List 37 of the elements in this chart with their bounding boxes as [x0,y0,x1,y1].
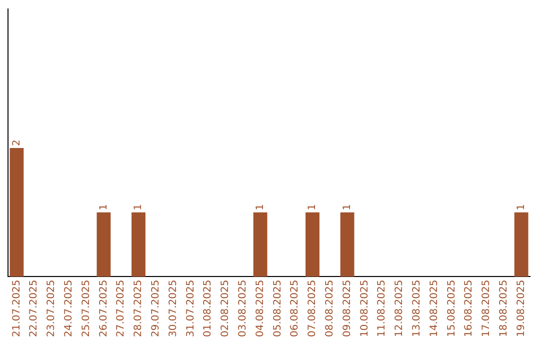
x-tick-label: 11.08.2025 [376,280,388,338]
data-label: 1 [516,204,527,210]
x-tick-label: 19.08.2025 [516,280,527,338]
data-label: 1 [307,204,318,210]
x-tick-label: 31.07.2025 [185,280,196,338]
x-tick-label: 24.07.2025 [63,280,74,338]
x-tick-label: 02.08.2025 [220,280,232,338]
x-tick-label: 13.08.2025 [411,280,422,338]
x-tick-label: 27.07.2025 [116,280,127,338]
x-tick-label: 25.07.2025 [80,280,92,338]
x-tick-label: 22.07.2025 [28,280,40,338]
x-tick-label: 03.08.2025 [237,280,248,338]
x-tick-label: 08.08.2025 [324,280,336,338]
data-label: 1 [133,204,144,210]
x-tick-label: 10.08.2025 [359,280,370,338]
x-tick-label: 23.07.2025 [46,280,58,338]
x-tick-label: 21.07.2025 [11,280,22,338]
x-tick-label: 12.08.2025 [394,280,406,338]
x-tick-label: 04.08.2025 [254,280,266,338]
x-tick-label: 29.07.2025 [150,280,162,338]
x-tick-label: 06.08.2025 [290,280,301,338]
x-tick-label: 01.08.2025 [202,280,214,338]
data-label: 1 [254,204,266,210]
x-tick-label: 17.08.2025 [481,280,492,338]
x-tick-label: 07.08.2025 [307,280,318,338]
x-tick-label: 09.08.2025 [342,280,353,338]
x-tick-label: 26.07.2025 [98,280,110,338]
data-label: 1 [342,204,353,210]
x-tick-label: 05.08.2025 [272,280,284,338]
x-tick-label: 16.08.2025 [464,280,475,338]
x-tick-label: 18.08.2025 [498,280,510,338]
data-label: 1 [98,204,110,210]
x-tick-label: 28.07.2025 [133,280,144,338]
x-tick-label: 14.08.2025 [428,280,440,338]
data-label: 2 [11,140,22,146]
x-tick-label: 30.07.2025 [168,280,179,338]
x-tick-label: 15.08.2025 [446,280,458,338]
